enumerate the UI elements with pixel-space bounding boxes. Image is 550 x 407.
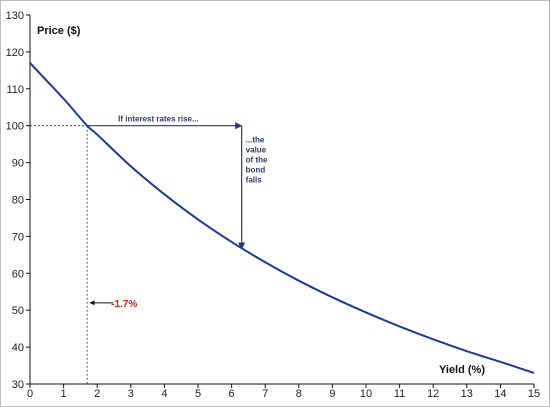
axes (29, 15, 534, 385)
x-tick-label: 3 (128, 388, 134, 400)
y-tick-label: 60 (12, 268, 24, 280)
x-tick-label: 1 (61, 388, 67, 400)
series-group (29, 62, 535, 374)
rise-annotation: If interest rates rise... (118, 115, 198, 124)
falls-annotation-line: falls (246, 175, 263, 184)
y-tick-label: 70 (12, 231, 24, 243)
x-tick-label: 7 (262, 388, 268, 400)
x-tick-label: 13 (461, 388, 473, 400)
y-tick-label: 40 (12, 342, 24, 354)
y-tick-label: 110 (6, 84, 24, 96)
y-tick-label: 90 (12, 158, 24, 170)
x-tick-label: 6 (229, 388, 235, 400)
falls-annotation-line: bond (246, 165, 266, 174)
y-tick-label: 80 (12, 195, 24, 207)
x-tick-label: 9 (329, 388, 335, 400)
falls-annotation-line: ...the (246, 135, 265, 144)
y-tick-label: 120 (6, 47, 24, 59)
price-yield-curve (29, 62, 535, 374)
x-tick-label: 2 (94, 388, 100, 400)
reference-lines (30, 125, 88, 384)
x-tick-label: 11 (394, 388, 405, 400)
x-tick-label: 5 (195, 388, 201, 400)
tick-labels: 0 1 2 3 4 5 6 7 8 9 10 11 12 13 14 15304050607080901001… (6, 10, 540, 400)
pct-annotation: -1.7% (111, 299, 137, 310)
x-tick-label: 10 (360, 388, 372, 400)
falls-annotation-line: of the (246, 155, 268, 164)
x-tick-label: 8 (296, 388, 302, 400)
y-tick-label: 50 (12, 305, 24, 317)
falls-annotation-line: value (246, 145, 267, 154)
y-tick-label: 130 (6, 10, 24, 22)
x-tick-label: 0 (27, 388, 33, 400)
y-tick-label: 100 (6, 121, 24, 133)
x-tick-label: 15 (528, 388, 540, 400)
x-tick-label: 12 (427, 388, 439, 400)
x-tick-label: 14 (494, 388, 506, 400)
y-tick-label: 30 (12, 379, 24, 391)
x-tick-label: 4 (161, 388, 167, 400)
x-axis-label: Yield (%) (439, 364, 485, 376)
y-axis-label: Price ($) (37, 25, 81, 37)
